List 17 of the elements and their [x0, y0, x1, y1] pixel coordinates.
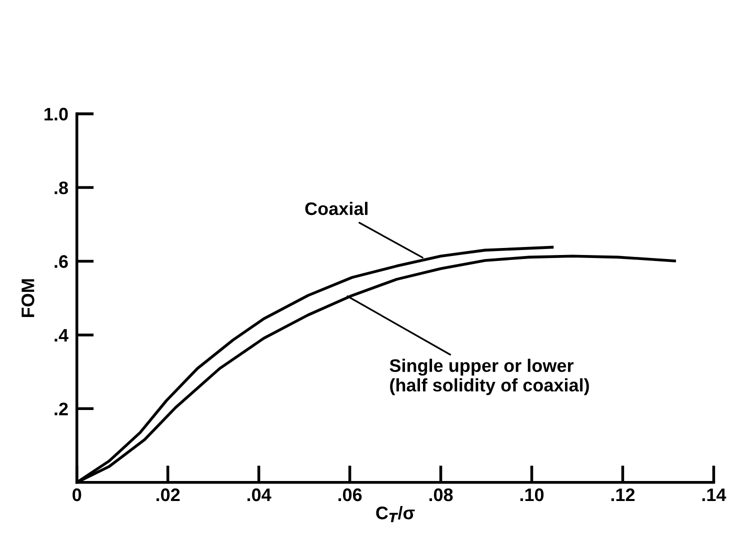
x-tick-label: 0: [72, 488, 82, 502]
x-tick-label: .12: [611, 488, 635, 502]
x-tick-label: .08: [429, 488, 453, 502]
y-axis-title: FOM: [22, 279, 34, 317]
annotation: Coaxial: [305, 202, 368, 216]
y-tick-label: .8: [54, 181, 68, 194]
annotation: Single upper or lower (half solidity of coaxial): [390, 358, 589, 396]
y-tick-label: .6: [54, 255, 68, 268]
x-axis-title: C$_{T}$/σ: [376, 506, 415, 522]
y-tick-label: .4: [54, 329, 68, 342]
x-tick-label: .06: [338, 488, 362, 502]
y-tick-label: 1.0: [44, 108, 68, 121]
x-tick-label: .04: [247, 488, 272, 502]
x-tick-label: .10: [520, 488, 544, 502]
x-tick-label: .14: [702, 488, 726, 502]
x-tick-label: .02: [156, 488, 180, 502]
y-tick-label: .2: [54, 402, 68, 416]
